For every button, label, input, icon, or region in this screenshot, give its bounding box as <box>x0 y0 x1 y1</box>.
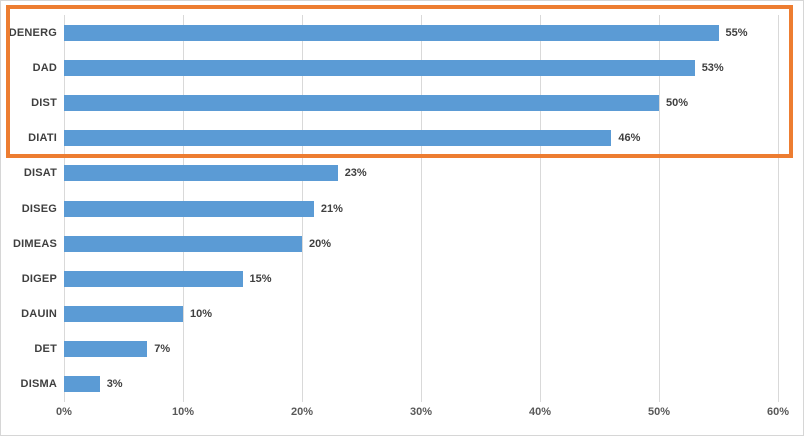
x-tick-label: 50% <box>647 406 671 418</box>
value-label: 20% <box>309 237 332 250</box>
bar <box>64 270 243 287</box>
category-label: DISEG <box>21 202 57 215</box>
x-tick-label: 40% <box>528 406 552 418</box>
bar <box>64 94 659 111</box>
bar <box>64 59 695 76</box>
bar <box>64 306 183 323</box>
bar <box>64 130 612 147</box>
bar-row: DIATI 46% <box>28 121 778 156</box>
x-tick-label: 20% <box>290 406 314 418</box>
bar-row: DIST 50% <box>31 85 778 120</box>
x-tick-label: 0% <box>56 406 72 418</box>
value-label: 7% <box>154 343 171 356</box>
value-label: 21% <box>320 202 343 215</box>
bar-row: DISAT 23% <box>24 156 778 191</box>
x-axis: 0% 10% 20% 30% 40% 50% 60% <box>56 406 789 424</box>
category-label: DENERG <box>8 26 57 39</box>
value-label: 53% <box>701 61 724 74</box>
x-tick-label: 60% <box>766 406 790 418</box>
value-label: 3% <box>106 378 123 391</box>
bar-row: DET 7% <box>34 332 778 367</box>
bar <box>64 376 100 393</box>
bar <box>64 200 314 217</box>
bar-row: DAD 53% <box>33 50 778 85</box>
gridline <box>659 15 660 402</box>
bar <box>64 24 719 41</box>
category-label: DISMA <box>20 378 57 391</box>
value-label: 15% <box>249 272 272 285</box>
category-label: DAD <box>32 61 57 74</box>
category-label: DISAT <box>23 167 57 180</box>
bar-row: DIMEAS 20% <box>13 226 778 261</box>
plot-area: DENERG 55% DAD 53% DIST 50% DIATI 46% DISAT 23% DI… <box>9 15 779 402</box>
bar-rows: DENERG 55% DAD 53% DIST 50% DIATI 46% DISAT 23% DI… <box>9 15 778 402</box>
x-tick-label: 30% <box>409 406 433 418</box>
bar-row: DAUIN 10% <box>21 297 778 332</box>
x-tick-label: 10% <box>171 406 195 418</box>
category-label: DIATI <box>28 132 57 145</box>
bar-row: DENERG 55% <box>9 15 778 50</box>
bar <box>64 235 302 252</box>
value-label: 46% <box>618 132 641 145</box>
gridline <box>421 15 422 402</box>
category-label: DET <box>34 343 57 356</box>
gridline <box>540 15 541 402</box>
value-label: 50% <box>666 96 689 109</box>
bar-row: DIGEP 15% <box>22 261 778 296</box>
value-label: 55% <box>725 26 748 39</box>
category-label: DIST <box>31 96 57 109</box>
value-label: 10% <box>190 308 213 321</box>
bar-row: DISEG 21% <box>22 191 778 226</box>
gridline <box>778 15 779 402</box>
bar <box>64 341 148 358</box>
category-label: DAUIN <box>21 308 57 321</box>
bar-row: DISMA 3% <box>21 367 778 402</box>
category-label: DIGEP <box>21 272 57 285</box>
value-label: 23% <box>344 167 367 180</box>
bar <box>64 165 338 182</box>
category-label: DIMEAS <box>13 237 57 250</box>
